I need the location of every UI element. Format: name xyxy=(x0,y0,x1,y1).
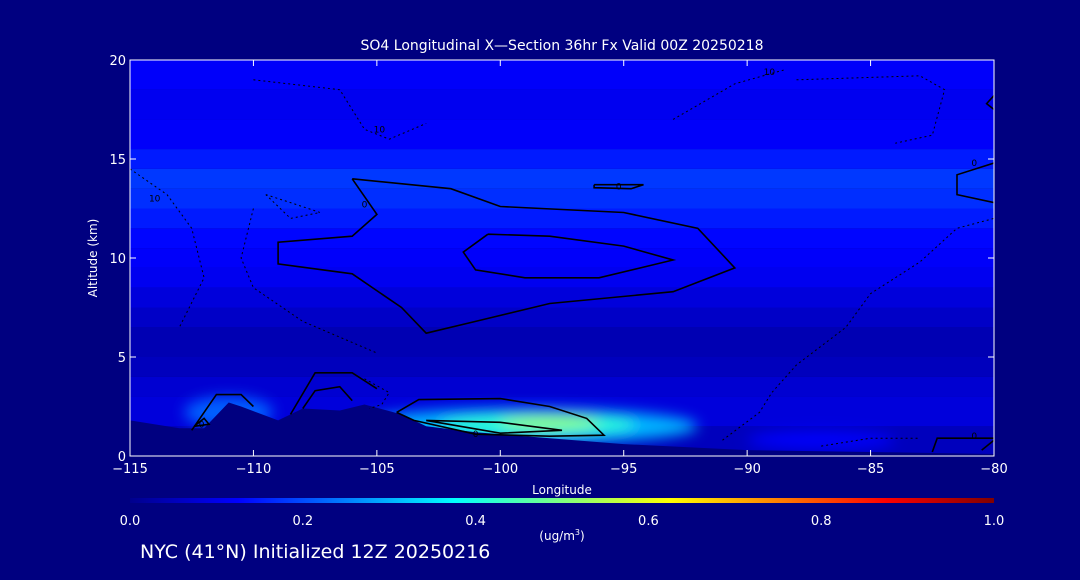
contour-solid xyxy=(277,178,737,335)
contour-solid xyxy=(462,233,677,279)
footer-caption: NYC (41°N) Initialized 12Z 20250216 xyxy=(140,541,491,563)
concentration-band xyxy=(130,89,994,120)
y-axis-label: Altitude (km) xyxy=(86,219,100,298)
colorbar-unit-text: (ug/m xyxy=(539,529,575,543)
contour-solid xyxy=(593,183,644,190)
colorbar-unit-close: ) xyxy=(580,529,585,543)
x-axis-label: Longitude xyxy=(532,483,592,497)
contour-label: 10 xyxy=(149,195,161,205)
contour-label: 0 xyxy=(971,159,977,169)
contour-lines: 10 10 10 0 0 0 0 0 0 xyxy=(130,68,994,453)
colorbar-tick-label: 0.6 xyxy=(638,514,659,529)
x-tick-label: −90 xyxy=(733,462,760,477)
x-axis: −115 −110 −105 −100 −95 −90 −85 −80 xyxy=(112,60,1008,477)
x-tick-label: −110 xyxy=(236,462,272,477)
y-tick-label: 15 xyxy=(109,153,126,168)
x-tick-label: −105 xyxy=(359,462,395,477)
y-tick-label: 0 xyxy=(118,450,126,465)
y-tick-label: 20 xyxy=(109,54,126,69)
plot-area: 10 10 10 0 0 0 0 0 0 xyxy=(130,60,994,456)
contour-label: 0 xyxy=(473,430,479,440)
concentration-band xyxy=(130,357,994,377)
concentration-band xyxy=(130,376,994,397)
contour-label: 0 xyxy=(616,183,622,193)
terrain xyxy=(130,402,994,456)
concentration-band xyxy=(130,188,994,209)
contour-label: 0 xyxy=(199,420,205,430)
contour-label: 0 xyxy=(971,432,977,442)
concentration-band xyxy=(130,307,994,328)
colorbar-tick-label: 0.0 xyxy=(120,514,141,529)
contour-dashed xyxy=(364,378,390,409)
colorbar-ticks: 0.0 0.2 0.4 0.6 0.8 1.0 xyxy=(120,514,1005,529)
contour-label: 10 xyxy=(764,68,776,78)
concentration-band xyxy=(130,248,994,268)
colorbar-tick-label: 0.8 xyxy=(811,514,832,529)
chart-title: SO4 Longitudinal X—Section 36hr Fx Valid… xyxy=(361,38,764,54)
concentration-band xyxy=(130,327,994,357)
concentration-band xyxy=(130,287,994,308)
x-tick-label: −115 xyxy=(112,462,148,477)
contour-solid xyxy=(931,437,994,453)
concentration-band xyxy=(130,60,994,90)
concentration-band xyxy=(130,168,994,189)
x-tick-label: −100 xyxy=(482,462,518,477)
contour-label: 0 xyxy=(362,201,368,211)
terrain-mask xyxy=(130,402,994,456)
y-axis: 0 5 10 15 20 xyxy=(109,54,994,465)
contour-solid xyxy=(191,393,254,431)
x-tick-label: −85 xyxy=(857,462,884,477)
colorbar-tick-label: 1.0 xyxy=(984,514,1005,529)
concentration-layers xyxy=(130,60,994,456)
contour-dashed xyxy=(130,168,205,328)
concentration-band xyxy=(130,119,994,150)
concentration-band xyxy=(130,208,994,229)
contour-solid xyxy=(981,439,994,451)
contour-dashed xyxy=(672,69,785,120)
concentration-band xyxy=(130,149,994,169)
contour-dashed xyxy=(796,75,946,144)
concentration-plume xyxy=(747,430,896,451)
colorbar xyxy=(130,498,994,503)
contour-solid xyxy=(956,162,994,204)
x-tick-label: −95 xyxy=(610,462,637,477)
contour-label: 10 xyxy=(374,125,386,135)
contour-solid xyxy=(193,417,211,428)
colorbar-unit-superscript: 3 xyxy=(575,528,580,537)
colorbar-unit-label: (ug/m3) xyxy=(539,528,584,543)
contour-solid xyxy=(302,385,353,409)
x-tick-label: −80 xyxy=(980,462,1007,477)
y-tick-label: 10 xyxy=(109,252,126,267)
contour-dashed xyxy=(821,437,920,447)
contour-solid xyxy=(426,419,563,435)
y-tick-label: 5 xyxy=(118,351,126,366)
contour-solid xyxy=(289,371,378,415)
contour-solid xyxy=(985,95,994,111)
colorbar-tick-label: 0.4 xyxy=(465,514,486,529)
colorbar-tick-label: 0.2 xyxy=(292,514,313,529)
contour-solid xyxy=(396,397,606,438)
